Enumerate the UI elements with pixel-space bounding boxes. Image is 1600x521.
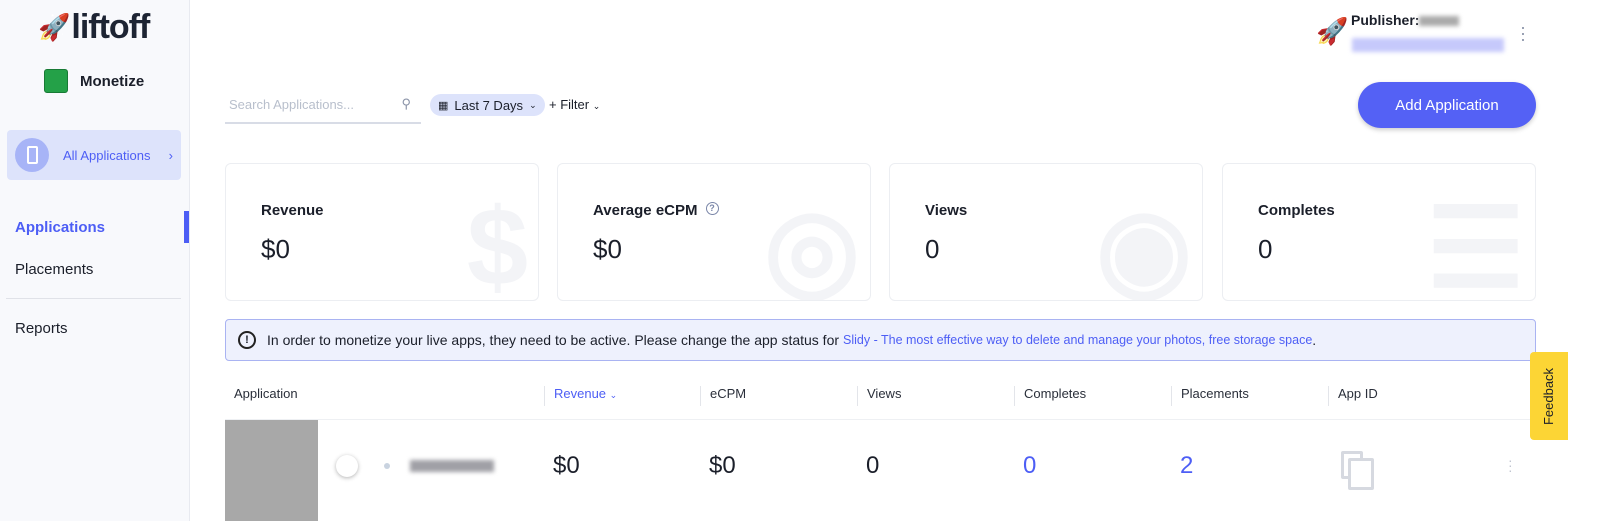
row-placements[interactable]: 2 [1180,452,1194,479]
date-range-dropdown[interactable]: ▦ Last 7 Days ⌄ [430,94,545,116]
column-completes[interactable]: Completes [1014,386,1086,406]
rocket-icon: 🚀 [38,12,70,42]
stat-card-views: ◉ Views 0 [889,163,1203,301]
sidebar: 🚀 liftoff Monetize All Applications › Appl… [0,0,190,521]
help-icon[interactable]: ? [705,202,719,215]
apple-platform-icon [336,455,358,477]
publisher-name: Publisher: [1351,12,1460,28]
phone-icon [15,138,49,172]
eye-icon: ◉ [1096,187,1192,301]
row-more-icon[interactable]: · · · [1508,452,1513,478]
dollar-icon: $ [466,186,528,301]
more-options-icon[interactable]: · · · [1520,17,1526,49]
activation-notice: ! In order to monetize your live apps, th… [225,319,1536,361]
row-revenue: $0 [553,452,580,479]
sidebar-item-reports[interactable]: Reports [15,320,68,337]
gauge-icon: ◎ [764,187,860,301]
active-indicator [184,211,189,243]
app-icon-apple[interactable] [225,420,318,521]
column-views[interactable]: Views [857,386,901,406]
app-name[interactable] [410,460,494,472]
divider [225,419,1536,420]
sidebar-item-applications[interactable]: Applications [15,219,106,236]
stat-card-revenue: $ Revenue $0 [225,163,539,301]
list-check-icon: ☰ [1426,187,1525,301]
bar-chart-icon [44,69,68,93]
sidebar-item-placements[interactable]: Placements [15,261,94,278]
app-status-link[interactable]: Slidy - The most effective way to delete… [843,333,1313,347]
column-app-id[interactable]: App ID [1328,386,1378,406]
copy-icon[interactable] [1341,451,1374,490]
all-applications-selector[interactable]: All Applications › [7,130,181,180]
info-icon: ! [238,331,256,349]
stat-card-ecpm: ◎ Average eCPM? $0 [557,163,871,301]
status-dot [384,463,390,469]
chevron-down-icon: ⌄ [529,99,537,110]
stat-card-completes: ☰ Completes 0 [1222,163,1536,301]
column-ecpm[interactable]: eCPM [700,386,746,406]
publisher-rocket-icon: 🚀 [1316,16,1349,46]
chevron-down-icon: ⌄ [592,101,601,111]
row-completes[interactable]: 0 [1023,452,1037,479]
search-applications[interactable]: ⚲ [225,86,421,124]
publisher-email [1352,38,1504,52]
column-revenue[interactable]: Revenue ⌄ [544,386,617,406]
search-input[interactable] [229,96,389,112]
chevron-down-icon: ⌄ [609,390,618,400]
add-application-button[interactable]: Add Application [1358,82,1536,128]
chevron-right-icon: › [168,147,173,163]
divider [6,298,181,299]
row-ecpm: $0 [709,452,736,479]
row-views: 0 [866,452,880,479]
liftoff-logo[interactable]: 🚀 liftoff [38,8,150,46]
filter-button[interactable]: + Filter ⌄ [549,97,601,112]
product-monetize: Monetize [44,69,144,93]
feedback-tab[interactable]: Feedback [1530,352,1568,440]
column-application[interactable]: Application [234,386,298,401]
search-icon[interactable]: ⚲ [401,96,411,111]
column-placements[interactable]: Placements [1171,386,1249,406]
calendar-icon: ▦ [438,99,449,112]
